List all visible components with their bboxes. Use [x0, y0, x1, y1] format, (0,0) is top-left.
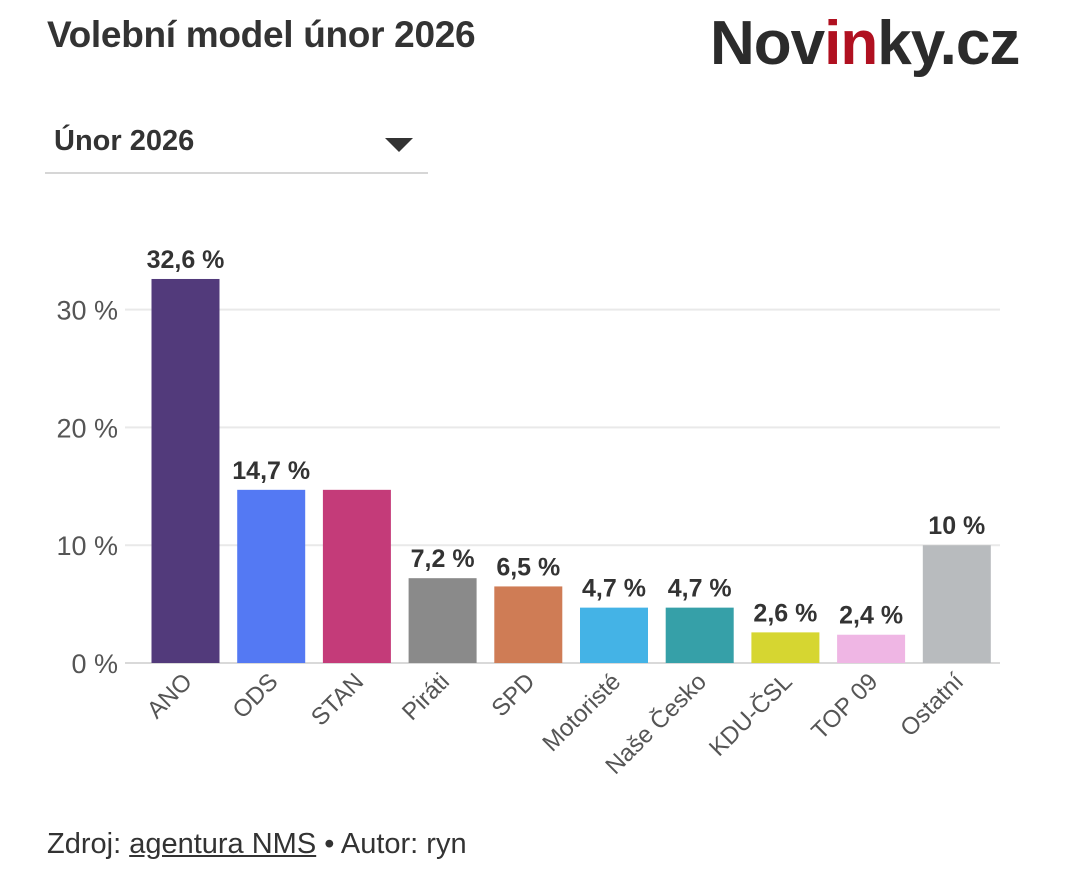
x-tick-label: TOP 09	[806, 668, 883, 745]
x-tick-label: KDU-ČSL	[703, 667, 797, 761]
footer: Zdroj: agentura NMS • Autor: ryn	[47, 828, 467, 861]
chart-title: Volební model únor 2026	[47, 14, 476, 55]
bar	[408, 578, 477, 663]
y-tick-label: 20 %	[56, 413, 118, 443]
y-tick-label: 0 %	[71, 649, 118, 679]
data-label: 7,2 %	[411, 545, 475, 573]
data-label: 32,6 %	[147, 246, 225, 274]
logo-text-start: Nov	[710, 9, 825, 78]
x-tick-label: Motoristé	[537, 668, 626, 757]
source-prefix: Zdroj:	[47, 828, 130, 860]
x-tick-label: ANO	[142, 668, 198, 724]
data-label: 4,7 %	[668, 575, 732, 603]
bar	[922, 545, 991, 663]
bar	[322, 489, 391, 663]
bar	[494, 586, 563, 663]
x-tick-label: STAN	[306, 668, 369, 731]
bar	[151, 278, 220, 663]
bar	[837, 634, 906, 663]
logo-text-end: ky.cz	[877, 9, 1020, 78]
data-label: 2,4 %	[839, 602, 903, 630]
novinky-logo[interactable]: Novinky.cz	[710, 8, 1020, 79]
bar	[751, 632, 820, 663]
period-dropdown-value: Únor 2026	[54, 125, 195, 157]
x-tick-label: SPD	[487, 668, 541, 722]
x-tick-label: Ostatní	[895, 668, 969, 742]
data-label: 2,6 %	[753, 599, 817, 627]
data-label: 14,7 %	[232, 457, 310, 485]
data-label: 4,7 %	[582, 575, 646, 603]
data-label: 10 %	[928, 512, 985, 540]
y-tick-label: 10 %	[56, 531, 118, 561]
logo-text-accent: in	[824, 9, 878, 78]
y-tick-label: 30 %	[56, 296, 118, 326]
bar	[665, 607, 734, 663]
bar-chart: 0 % 10 % 20 % 30 % 32,6 % ANO 14,7 % ODS STAN 7,2…	[56, 246, 1000, 780]
author-label: Autor: ryn	[340, 828, 467, 860]
caret-down-icon	[385, 138, 413, 152]
bar	[237, 489, 306, 663]
period-dropdown[interactable]: Únor 2026	[45, 116, 428, 174]
x-tick-label: Piráti	[397, 668, 455, 726]
bar	[580, 607, 648, 663]
source-link[interactable]: agentura NMS	[129, 828, 317, 860]
x-tick-label: ODS	[228, 668, 284, 724]
footer-separator: •	[316, 828, 341, 860]
data-label: 6,5 %	[496, 553, 560, 581]
